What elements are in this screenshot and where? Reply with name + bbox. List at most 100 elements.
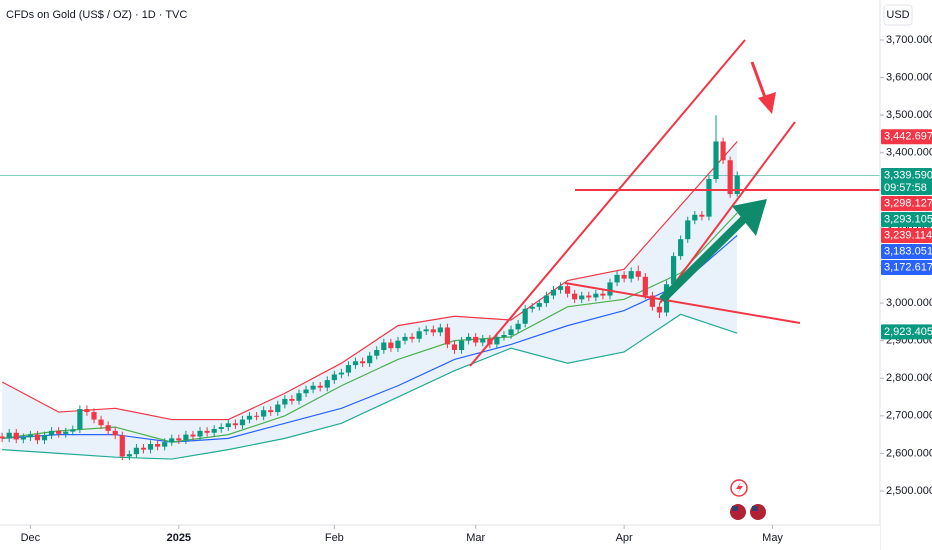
candle-body: [169, 438, 175, 443]
price-label-text: 3,293.105: [884, 213, 932, 225]
price-label: [881, 324, 932, 340]
candle-body: [310, 385, 316, 390]
candle-body: [218, 427, 224, 429]
candle-body: [656, 306, 663, 313]
candle-body: [423, 329, 429, 332]
candle-body: [720, 141, 726, 161]
candle-body: [246, 415, 253, 420]
candle-body: [586, 295, 592, 298]
candle-body: [480, 338, 486, 343]
candle-body: [579, 295, 585, 300]
candle-body: [621, 274, 627, 279]
candle-body: [147, 444, 154, 450]
flag-canton: [732, 506, 738, 511]
price-label: [881, 227, 932, 243]
candle-body: [678, 239, 684, 257]
candle-body: [112, 430, 118, 436]
y-tick-label: 2,500.000: [886, 485, 932, 497]
x-tick-label: Feb: [325, 532, 344, 544]
price-label-text: 3,239.114: [884, 229, 932, 241]
currency-button[interactable]: [883, 4, 913, 26]
price-axis: [880, 0, 932, 550]
candle-body: [331, 374, 337, 381]
candle-body: [6, 432, 12, 439]
candle-body: [642, 276, 648, 296]
indicator-line: [1, 141, 738, 421]
candle-body: [430, 329, 436, 333]
candle-body: [77, 409, 83, 430]
up-arrow-head: [732, 199, 767, 236]
time-axis: [0, 525, 880, 550]
candle-body: [360, 361, 366, 364]
candle-body: [275, 404, 281, 413]
candle-body: [713, 141, 719, 180]
candle-body: [352, 361, 359, 366]
candle-body: [253, 415, 260, 417]
price-label: [881, 129, 932, 145]
candle-body: [367, 355, 373, 364]
candle-body: [628, 271, 634, 279]
candle-body: [140, 447, 147, 450]
candle-body: [593, 293, 599, 298]
candle-body: [522, 308, 528, 324]
y-tick-label: 3,400.000: [886, 147, 932, 159]
chart-title: CFDs on Gold (US$ / OZ) · 1D · TVC: [6, 9, 187, 21]
candle-body: [685, 220, 691, 240]
candle-body: [34, 434, 41, 441]
x-tick-label: Mar: [466, 532, 485, 544]
y-tick-label: 3,600.000: [886, 71, 932, 83]
price-label-text: 3,172.617: [884, 261, 932, 273]
x-tick-label: Dec: [21, 532, 41, 544]
candle-body: [13, 432, 19, 440]
candle-body: [296, 393, 302, 401]
candle-body: [699, 214, 705, 217]
candle-body: [635, 271, 641, 277]
candle-body: [48, 430, 55, 436]
candle-body: [458, 340, 465, 351]
event-icons: [730, 479, 766, 520]
price-label: [881, 211, 932, 227]
candle-body: [84, 409, 90, 413]
price-label-text: 3,183.051: [884, 245, 932, 257]
candle-body: [388, 342, 394, 349]
candle-body: [91, 412, 97, 420]
candle-body: [176, 438, 182, 441]
candle-body: [543, 295, 549, 304]
candle-body: [381, 342, 387, 351]
price-label: [881, 243, 932, 259]
candle-body: [133, 447, 140, 455]
candle-body: [20, 437, 26, 440]
flag-canton: [752, 506, 758, 511]
candle-body: [225, 423, 231, 428]
candle-body: [572, 293, 578, 300]
candle-body: [473, 336, 479, 343]
candle-body: [105, 425, 111, 431]
candle-body: [119, 435, 125, 457]
candle-body: [444, 327, 451, 345]
candle-body: [0, 436, 5, 439]
candle-body: [451, 344, 458, 351]
candle-body: [282, 398, 288, 405]
up-arrow: [659, 212, 751, 303]
countdown: 09:57:58: [884, 182, 927, 194]
candle-body: [317, 385, 323, 388]
price-label: [881, 195, 932, 211]
currency: USD: [886, 9, 909, 21]
candle-body: [70, 429, 76, 432]
candle-body: [416, 331, 422, 339]
candle-body: [550, 289, 557, 296]
candle-body: [98, 419, 104, 426]
candle-body: [197, 430, 203, 437]
x-tick-label: 2025: [167, 532, 191, 544]
candle-body: [614, 274, 620, 283]
candle-body: [232, 423, 238, 426]
trend-line: [469, 39, 746, 367]
candle-body: [211, 428, 217, 433]
lightning-icon: [736, 482, 743, 494]
candle-body: [600, 293, 606, 296]
price-label: [881, 259, 932, 275]
candle-body: [162, 442, 168, 447]
